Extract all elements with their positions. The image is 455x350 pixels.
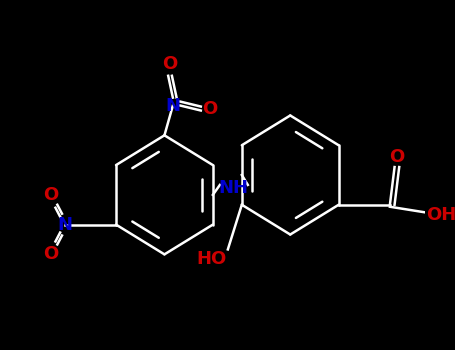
- Text: N: N: [57, 216, 72, 233]
- Text: O: O: [389, 148, 404, 166]
- Text: O: O: [43, 245, 58, 263]
- Text: O: O: [202, 99, 218, 118]
- Text: HO: HO: [196, 250, 226, 268]
- Text: O: O: [162, 55, 178, 73]
- Text: OH: OH: [426, 206, 455, 224]
- Text: O: O: [43, 186, 58, 204]
- Text: NH: NH: [219, 179, 249, 197]
- Text: N: N: [165, 97, 180, 114]
